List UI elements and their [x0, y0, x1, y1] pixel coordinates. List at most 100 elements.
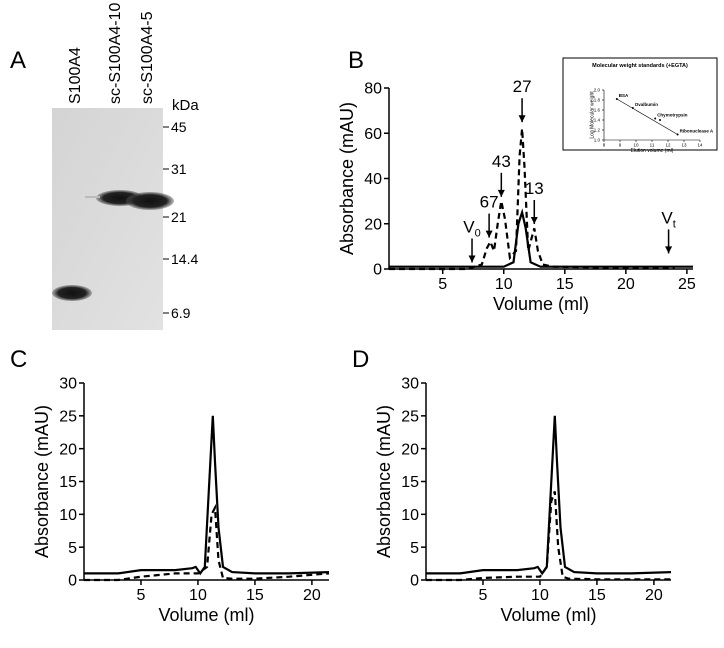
- marker-label: 21: [171, 209, 187, 225]
- x-tick-label: 8: [603, 142, 606, 147]
- annotation-text: V: [661, 208, 673, 227]
- x-tick-label: 11: [650, 142, 655, 147]
- data-point: [654, 117, 657, 120]
- arrow-head: [497, 189, 505, 197]
- x-axis-label: Volume (ml): [500, 605, 596, 625]
- marker-label: 6.9: [171, 305, 191, 321]
- x-tick-label: 10: [189, 587, 207, 604]
- marker-label: 14.4: [171, 251, 198, 267]
- lane-label: sc-S100A4-10: [107, 3, 124, 104]
- x-tick-label: 9: [619, 142, 622, 147]
- arrow-head: [485, 230, 493, 238]
- annotation-text: 13: [525, 179, 544, 198]
- y-tick-label: 60: [364, 126, 382, 143]
- annotation-label: V0: [463, 217, 480, 239]
- gel-band: [126, 192, 174, 210]
- point-label: Ovalbumin: [635, 102, 659, 107]
- x-tick-label: 10: [633, 142, 639, 147]
- gel-unit: kDa: [172, 97, 199, 114]
- panel-label: B: [348, 47, 364, 74]
- annotation-text: V: [463, 217, 475, 236]
- panel-label: D: [352, 346, 369, 373]
- annotation-label: 43: [492, 152, 511, 171]
- y-tick-label: 1.2: [594, 128, 601, 133]
- y-tick-label: 20: [59, 441, 77, 458]
- arrow-head: [530, 217, 538, 225]
- marker-label: 45: [171, 119, 187, 135]
- x-tick-label: 5: [137, 587, 146, 604]
- gel-band: [52, 285, 92, 301]
- fit-line: [616, 98, 678, 135]
- data-line: [84, 415, 330, 576]
- y-axis-label: Log Molecular weight: [589, 91, 595, 139]
- x-tick-label: 20: [645, 587, 663, 604]
- annotation-subscript: t: [673, 218, 676, 230]
- y-tick-label: 15: [401, 474, 419, 491]
- lane-label: sc-S100A4-5: [139, 11, 156, 104]
- y-tick-label: 20: [401, 441, 419, 458]
- data-point: [676, 133, 679, 136]
- y-tick-label: 25: [401, 408, 419, 425]
- x-tick-label: 20: [617, 276, 635, 293]
- y-tick-label: 40: [364, 171, 382, 188]
- y-tick-label: 2.0: [594, 88, 601, 93]
- y-axis-label: Absorbance (mAU): [374, 405, 394, 558]
- y-tick-label: 1.4: [594, 118, 601, 123]
- y-tick-label: 0: [410, 573, 419, 590]
- panel-label: C: [10, 346, 27, 373]
- y-tick-label: 5: [410, 540, 419, 557]
- data-point: [615, 98, 618, 100]
- point-label: BSA: [619, 93, 629, 98]
- y-tick-label: 0: [68, 573, 77, 590]
- x-axis-label: Volume (ml): [493, 294, 589, 314]
- arrow-head: [518, 115, 526, 123]
- y-tick-label: 80: [364, 81, 382, 98]
- inset-frame: [562, 57, 718, 151]
- chart-title: Molecular weight standards (+EGTA): [592, 63, 688, 69]
- marker-label: 31: [171, 161, 187, 177]
- annotation-label: Vt: [661, 208, 675, 230]
- data-point: [631, 107, 634, 109]
- y-tick-label: 1.8: [594, 98, 601, 103]
- annotation-label: 27: [513, 77, 532, 96]
- arrow-head: [468, 255, 476, 263]
- y-axis-label: Absorbance (mAU): [32, 405, 52, 558]
- arrow-head: [665, 246, 673, 254]
- x-tick-label: 14: [697, 142, 703, 147]
- point-label: Chymotrypsin: [657, 113, 688, 118]
- y-tick-label: 1.6: [594, 108, 601, 113]
- x-tick-label: 5: [479, 587, 488, 604]
- x-axis-label: Volume (ml): [158, 605, 254, 625]
- x-tick-label: 10: [495, 276, 513, 293]
- y-tick-label: 30: [59, 376, 77, 393]
- x-axis-label: Elution volume (ml): [631, 148, 674, 154]
- y-tick-label: 0: [373, 262, 382, 279]
- y-tick-label: 30: [401, 376, 419, 393]
- annotation-subscript: 0: [475, 227, 481, 239]
- point-label: Ribonuclease A: [680, 129, 714, 134]
- annotation-label: 13: [525, 179, 544, 198]
- panel-label: A: [10, 47, 26, 74]
- x-tick-label: 5: [438, 276, 447, 293]
- x-tick-label: 10: [531, 587, 549, 604]
- y-tick-label: 15: [59, 474, 77, 491]
- annotation-text: 43: [492, 152, 511, 171]
- y-tick-label: 20: [364, 216, 382, 233]
- y-tick-label: 1.0: [594, 138, 601, 143]
- annotation-text: 27: [513, 77, 532, 96]
- lane-label: S100A4: [67, 47, 84, 104]
- x-tick-label: 13: [681, 142, 687, 147]
- x-tick-label: 20: [303, 587, 321, 604]
- x-tick-label: 15: [588, 587, 606, 604]
- annotation-text: 67: [480, 193, 499, 212]
- annotation-label: 67: [480, 193, 499, 212]
- y-axis-label: Absorbance (mAU): [337, 102, 357, 255]
- data-point: [659, 119, 661, 121]
- x-tick-label: 15: [556, 276, 574, 293]
- data-line: [426, 415, 672, 576]
- data-line: [426, 491, 671, 582]
- x-tick-label: 15: [246, 587, 264, 604]
- y-tick-label: 5: [68, 540, 77, 557]
- data-line: [389, 128, 675, 271]
